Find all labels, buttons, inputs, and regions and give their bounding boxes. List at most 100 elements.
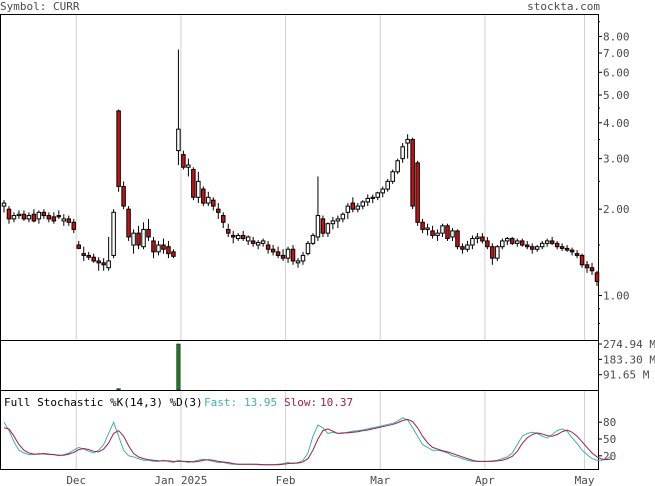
candle-body xyxy=(345,205,351,213)
candle xyxy=(240,230,246,241)
candle xyxy=(221,212,226,228)
candle-body xyxy=(395,160,400,173)
stochastic-tick-label: 20 xyxy=(603,450,616,463)
candle-body xyxy=(305,242,311,255)
candle xyxy=(569,247,575,256)
candle xyxy=(375,191,380,201)
candle xyxy=(500,238,505,250)
stochastic-tick-label: 50 xyxy=(603,433,616,446)
candle-body xyxy=(564,247,570,251)
candle xyxy=(41,209,47,219)
candle xyxy=(529,243,535,254)
candle xyxy=(31,209,37,223)
candle-body xyxy=(569,249,575,253)
candle-body xyxy=(260,240,266,244)
candle-body xyxy=(559,246,565,249)
x-tick-label: Mar xyxy=(370,474,390,486)
candle xyxy=(315,176,321,241)
candle xyxy=(166,240,171,259)
candle-body xyxy=(255,242,261,246)
candle xyxy=(445,223,450,241)
stochastic-fast-value: 13.95 xyxy=(244,396,277,409)
price-tick-label: 2.00 xyxy=(603,203,630,216)
candle-body xyxy=(191,168,196,198)
candle xyxy=(121,181,126,210)
stochastic-slow-label: Slow: xyxy=(284,396,317,409)
candle-body xyxy=(126,208,131,238)
candle-body xyxy=(11,215,17,220)
candle xyxy=(126,206,131,241)
candle-body xyxy=(16,213,22,217)
candle-body xyxy=(370,196,376,199)
candle xyxy=(410,137,415,210)
candle xyxy=(584,260,590,273)
candle-body xyxy=(285,248,291,259)
candle xyxy=(430,225,435,239)
stochastic-axis: 80 50 20 xyxy=(598,416,616,463)
candle xyxy=(385,178,390,192)
candle xyxy=(310,233,316,246)
candle-body xyxy=(524,244,530,248)
candle-body xyxy=(450,230,455,238)
candle xyxy=(574,250,580,259)
candle-body xyxy=(470,238,475,246)
price-tick-label: 1.00 xyxy=(603,290,630,303)
candle xyxy=(280,249,286,261)
candle-body xyxy=(325,223,331,234)
candle xyxy=(534,245,540,252)
candle xyxy=(495,245,500,261)
stochastic-title: Full Stochastic %K(14,3) %D(3) xyxy=(4,396,203,409)
volume-axis: 274.94 M 183.30 M 91.65 M xyxy=(598,338,655,382)
candle-body xyxy=(520,240,525,246)
candle xyxy=(255,240,261,250)
candle-body xyxy=(320,218,326,234)
candle xyxy=(420,218,425,234)
candle-body xyxy=(539,242,545,248)
candle xyxy=(156,240,161,256)
candle xyxy=(355,203,361,213)
candle-body xyxy=(201,188,206,204)
candle xyxy=(161,238,166,254)
candle-body xyxy=(410,138,415,207)
candle-body xyxy=(385,180,390,190)
candle xyxy=(51,212,57,224)
candle xyxy=(225,223,231,237)
candle-body xyxy=(245,236,251,242)
candle xyxy=(365,194,371,207)
candle xyxy=(505,236,510,246)
price-tick-label: 3.00 xyxy=(603,153,630,166)
candle xyxy=(245,235,251,246)
candle xyxy=(425,223,430,236)
candle xyxy=(335,215,341,228)
candle xyxy=(235,233,241,241)
price-grid xyxy=(75,15,586,469)
candle xyxy=(485,236,490,250)
stochastic-fast-line xyxy=(3,417,613,466)
candle-body xyxy=(51,216,57,222)
candle xyxy=(515,238,520,247)
candle xyxy=(91,253,96,263)
price-tick-label: 5.00 xyxy=(603,89,630,102)
site-name[interactable]: stockta.com xyxy=(527,0,600,13)
candle xyxy=(470,235,475,250)
candle-body xyxy=(465,244,470,250)
candle-body xyxy=(176,128,181,152)
candle xyxy=(151,236,156,259)
candle-body xyxy=(405,138,410,144)
candle-body xyxy=(544,240,550,244)
candle-body xyxy=(46,215,52,220)
candle-body xyxy=(594,272,600,282)
candle-body xyxy=(584,264,590,269)
x-tick-label: Feb xyxy=(276,474,296,486)
candle xyxy=(46,212,52,223)
volume-panel xyxy=(0,340,599,391)
x-tick-label: Apr xyxy=(475,474,495,486)
candle-body xyxy=(76,244,81,249)
candle xyxy=(405,134,410,159)
candle xyxy=(490,243,495,265)
candle xyxy=(206,191,211,207)
candle-body xyxy=(225,228,231,234)
candle xyxy=(71,218,77,234)
candle xyxy=(345,203,351,219)
candle-body xyxy=(280,254,286,259)
